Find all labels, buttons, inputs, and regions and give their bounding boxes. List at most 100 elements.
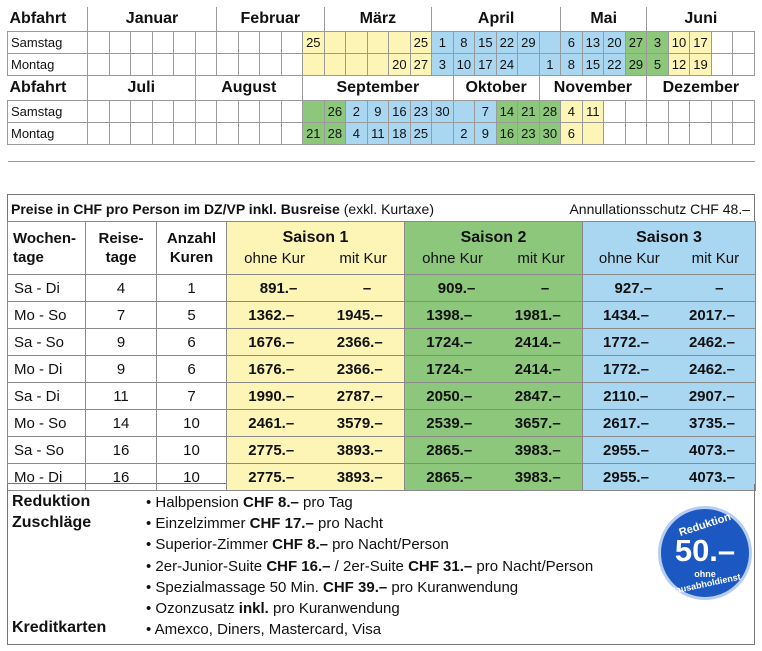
month-februar: Februar — [216, 7, 325, 32]
date-cell — [667, 100, 691, 123]
price-ohne-kur: 1724.– — [426, 333, 473, 351]
date-cell: 15 — [474, 31, 497, 54]
cell-wochentage: Mo - Di — [7, 355, 86, 383]
date-cell: 28 — [323, 122, 347, 145]
weekday-label: Samstag — [6, 31, 89, 54]
price-row: Mo - So 7 5 1362.– 1945.– 1398.– 1981.– 1434.– 2… — [7, 301, 756, 329]
date-cell — [237, 100, 261, 123]
item-text: 2er-Junior-Suite — [155, 557, 267, 575]
date-cell: 3 — [431, 53, 454, 76]
price-pair: 2865.– 3983.– — [406, 442, 582, 459]
item-text: pro Kuranwendung — [268, 600, 400, 618]
extras-item: • Spezialmassage 50 Min. CHF 39.– pro Ku… — [146, 577, 593, 598]
price-row: Mo - So 14 10 2461.– 3579.– 2539.– 3657.– 2617.… — [7, 409, 756, 437]
bullet-icon: • — [146, 557, 156, 575]
price-ohne-kur: 1676.– — [248, 333, 295, 351]
price-pair: 1362.– 1945.– — [228, 306, 404, 324]
price-pair: 2865.– 3983.– — [406, 469, 582, 486]
price-row: Mo - Di 9 6 1676.– 2366.– 1724.– 2414.– 1772.– 2… — [7, 355, 756, 383]
price-ohne-kur: 1434.– — [603, 306, 649, 324]
date-cell — [130, 53, 153, 76]
weekday-label: Montag — [6, 53, 89, 76]
date-cell: 2 — [452, 122, 476, 145]
price-pair: 1676.– 2366.– — [228, 333, 404, 351]
date-cell: 26 — [323, 100, 347, 123]
date-cell — [302, 53, 325, 76]
price-ohne-kur: 1676.– — [248, 360, 295, 378]
price-table-header: Wochen- tage Reise- tage Anzahl Kuren Sa… — [7, 221, 756, 275]
date-cell — [87, 31, 110, 54]
price-pair: 1990.– 2787.– — [228, 388, 404, 405]
date-cell: 23 — [409, 100, 433, 123]
date-cell — [624, 100, 648, 123]
credit-card-list: Amexco, Diners, Mastercard, Visa — [154, 621, 382, 639]
cell-season-2: 1398.– 1981.– — [404, 301, 583, 329]
cell-reisetage: 14 — [85, 409, 157, 437]
date-cell: 10 — [667, 31, 691, 54]
header-season-3: Saison 3 ohne Kur mit Kur — [582, 221, 756, 275]
date-cell: 21 — [517, 100, 540, 123]
price-pair: 1772.– 2462.– — [584, 333, 755, 351]
month-september: September — [302, 75, 454, 101]
credit-cards: • Amexco, Diners, Mastercard, Visa — [146, 619, 593, 640]
date-cell: 1 — [538, 53, 562, 76]
date-cell — [345, 31, 368, 54]
price-row: Sa - So 9 6 1676.– 2366.– 1724.– 2414.– 1772.– 2… — [7, 328, 756, 356]
date-cell — [216, 53, 239, 76]
calendar-row: Montag 21 28 4 11 18 25 2 9 16 23 30 6 — [6, 122, 755, 145]
price-ohne-kur: 1362.– — [248, 306, 295, 324]
bullet-icon: • — [146, 578, 156, 596]
price-mit-kur: 1981.– — [514, 306, 561, 324]
date-cell: 7 — [474, 100, 497, 123]
price-mit-kur: 2414.– — [514, 360, 561, 378]
bullet-icon: • — [146, 621, 155, 639]
date-cell — [689, 122, 712, 145]
price-table: Wochen- tage Reise- tage Anzahl Kuren Sa… — [7, 221, 756, 491]
calendar-row: Samstag 25 25 1 8 15 22 29 6 13 20 27 3 10 17 — [6, 31, 755, 54]
extras-list: • Halbpension CHF 8.– pro Tag • Einzelzim… — [146, 492, 593, 640]
date-cell — [280, 31, 304, 54]
price-ohne-kur: 2050.– — [426, 387, 473, 405]
departure-calendar: Abfahrt Januar Februar März April Mai Juni Sams… — [6, 7, 755, 162]
date-cell — [151, 53, 175, 76]
price-mit-kur: – — [715, 279, 724, 297]
date-cell — [237, 53, 261, 76]
price-mit-kur: 2366.– — [336, 360, 383, 378]
price-ohne-kur: 1772.– — [603, 333, 649, 351]
cell-wochentage: Sa - So — [7, 328, 86, 356]
abfahrt-label: Abfahrt — [9, 10, 67, 27]
date-cell — [216, 122, 239, 145]
date-cell: 18 — [388, 122, 411, 145]
header-wochentage: Wochen- tage — [7, 221, 86, 275]
cell-season-1: 2775.– 3893.– — [226, 436, 405, 464]
date-cell — [646, 122, 669, 145]
reduction-badge: Reduktion 50.– ohne Hausabholdienst — [658, 506, 752, 600]
price-pair: 1724.– 2414.– — [406, 360, 582, 378]
date-cell — [87, 53, 110, 76]
date-cell: 16 — [495, 122, 519, 145]
price-pair: 1398.– 1981.– — [406, 306, 582, 324]
cell-kuren: 7 — [156, 382, 227, 410]
price-mit-kur: 2462.– — [689, 333, 735, 351]
date-cell — [194, 53, 218, 76]
cell-season-1: 2461.– 3579.– — [226, 409, 405, 437]
extras-item: • Halbpension CHF 8.– pro Tag — [146, 492, 593, 513]
cell-kuren: 6 — [156, 355, 227, 383]
cell-wochentage: Mo - So — [7, 301, 86, 329]
calendar-row: Montag 20 27 3 10 17 24 1 8 15 22 29 5 12 19 — [6, 53, 755, 76]
extras-item: • Ozonzusatz inkl. pro Kuranwendung — [146, 598, 593, 619]
price-mit-kur: 3657.– — [514, 414, 561, 432]
date-cell: 27 — [624, 31, 648, 54]
price-ohne-kur: 2461.– — [248, 414, 295, 432]
price-section: Preise in CHF pro Person im DZ/VP inkl. … — [7, 194, 756, 491]
date-cell: 16 — [388, 100, 411, 123]
month-header-row: Abfahrt Januar Februar März April Mai Juni — [8, 7, 755, 32]
cell-reisetage: 11 — [85, 382, 157, 410]
cell-season-3: 1772.– 2462.– — [582, 328, 756, 356]
date-cell — [323, 31, 347, 54]
date-cell — [194, 122, 218, 145]
label-zuschlaege: Zuschläge — [12, 514, 92, 531]
cell-season-2: 1724.– 2414.– — [404, 355, 583, 383]
date-cell: 20 — [388, 53, 411, 76]
extras-item: • 2er-Junior-Suite CHF 16.– / 2er-Suite … — [146, 556, 593, 577]
